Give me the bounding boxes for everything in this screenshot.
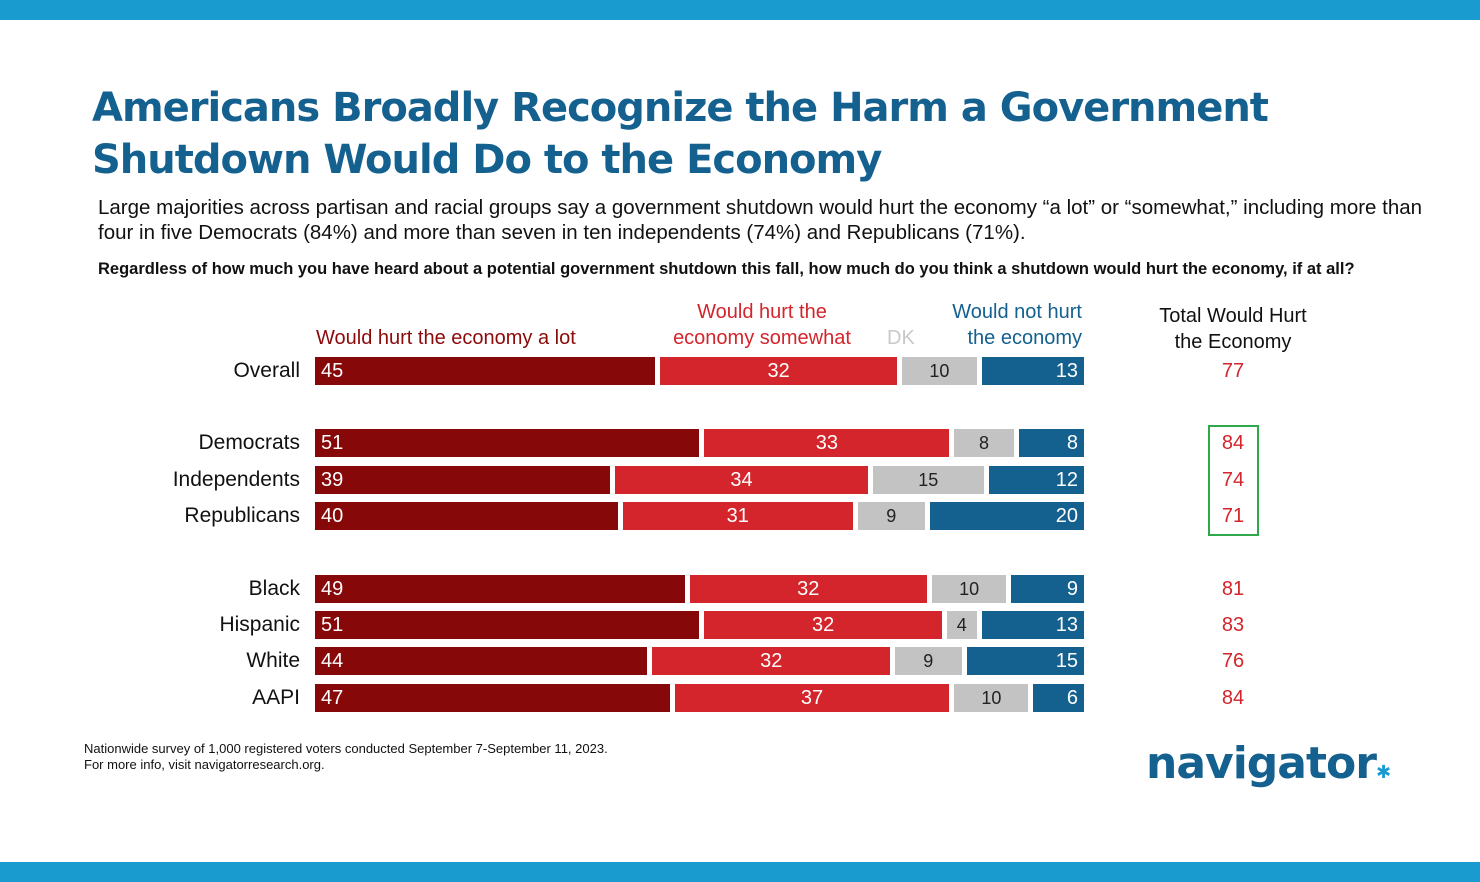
bar-row: AAPI 47 37 10 6 84 <box>0 684 1480 712</box>
footer-line1: Nationwide survey of 1,000 registered vo… <box>84 741 608 756</box>
bar-row: Democrats 51 33 8 8 84 <box>0 429 1480 457</box>
bar-segment-not: 12 <box>988 466 1084 494</box>
bar-segment-a-lot: 40 <box>315 502 618 530</box>
partisan-highlight-box <box>1208 425 1259 536</box>
bar-segment-a-lot: 44 <box>315 647 648 675</box>
bar-segment-somewhat: 32 <box>704 611 942 639</box>
bottom-band <box>0 862 1480 882</box>
total-value: 76 <box>1221 650 1245 672</box>
total-value: 83 <box>1221 614 1245 636</box>
category-label: Independents <box>172 468 300 491</box>
bar-row: White 44 32 9 15 76 <box>0 647 1480 675</box>
category-label: Democrats <box>198 431 300 454</box>
bar-segment-dk: 9 <box>894 647 962 675</box>
legend-somewhat: Would hurt the economy somewhat <box>662 299 862 351</box>
stacked-bar: 49 32 10 9 <box>315 575 1084 603</box>
legend-somewhat-line2: economy somewhat <box>673 327 851 349</box>
total-header: Total Would Hurt the Economy <box>1133 303 1333 355</box>
navigator-logo: navigator✱ <box>1146 738 1391 789</box>
stacked-bar: 45 32 10 13 <box>315 357 1084 385</box>
bar-segment-dk: 4 <box>946 611 977 639</box>
bar-segment-not: 13 <box>981 357 1084 385</box>
bar-segment-somewhat: 32 <box>652 647 890 675</box>
stacked-bar: 51 33 8 8 <box>315 429 1084 457</box>
legend-dk: DK <box>887 327 915 349</box>
bar-row: Independents 39 34 15 12 74 <box>0 466 1480 494</box>
bar-segment-dk: 10 <box>954 684 1029 712</box>
stacked-bar: 51 32 4 13 <box>315 611 1084 639</box>
stacked-bar: 44 32 9 15 <box>315 647 1084 675</box>
stacked-bar: 40 31 9 20 <box>315 502 1084 530</box>
footer-note: Nationwide survey of 1,000 registered vo… <box>84 741 608 773</box>
total-value: 81 <box>1221 578 1245 600</box>
bar-segment-not: 13 <box>981 611 1084 639</box>
stacked-bar: 39 34 15 12 <box>315 466 1084 494</box>
bar-row: Republicans 40 31 9 20 71 <box>0 502 1480 530</box>
category-label: Black <box>248 577 300 600</box>
bar-segment-dk: 10 <box>932 575 1007 603</box>
bar-segment-somewhat: 31 <box>622 502 853 530</box>
bar-segment-somewhat: 32 <box>659 357 898 385</box>
bar-row: Overall 45 32 10 13 77 <box>0 357 1480 385</box>
bar-segment-dk: 10 <box>902 357 977 385</box>
category-label: Republicans <box>184 504 300 527</box>
legend-not: Would not hurt the economy <box>920 299 1082 351</box>
total-value: 77 <box>1221 360 1245 382</box>
survey-question: Regardless of how much you have heard ab… <box>98 260 1355 278</box>
footer-line2: For more info, visit navigatorresearch.o… <box>84 757 325 772</box>
total-header-line2: the Economy <box>1174 331 1292 353</box>
bar-segment-somewhat: 33 <box>704 429 950 457</box>
stacked-bar: 47 37 10 6 <box>315 684 1084 712</box>
bar-segment-a-lot: 47 <box>315 684 670 712</box>
bar-segment-not: 9 <box>1011 575 1084 603</box>
category-label: Hispanic <box>219 613 300 636</box>
bar-segment-not: 6 <box>1033 684 1084 712</box>
bar-segment-a-lot: 49 <box>315 575 685 603</box>
total-value: 74 <box>1221 469 1245 491</box>
bar-segment-somewhat: 34 <box>615 466 868 494</box>
bar-segment-a-lot: 45 <box>315 357 655 385</box>
bar-segment-a-lot: 51 <box>315 429 700 457</box>
subtitle: Large majorities across partisan and rac… <box>98 196 1423 244</box>
bar-segment-a-lot: 51 <box>315 611 700 639</box>
bar-segment-somewhat: 37 <box>674 684 950 712</box>
bar-row: Hispanic 51 32 4 13 83 <box>0 611 1480 639</box>
bar-row: Black 49 32 10 9 81 <box>0 575 1480 603</box>
bar-segment-not: 20 <box>929 502 1084 530</box>
bar-segment-somewhat: 32 <box>689 575 928 603</box>
total-value: 84 <box>1221 687 1245 709</box>
legend-a-lot: Would hurt the economy a lot <box>316 327 576 349</box>
bar-segment-not: 8 <box>1018 429 1084 457</box>
bar-segment-dk: 9 <box>857 502 925 530</box>
legend-not-line2: the economy <box>967 327 1082 349</box>
bar-segment-dk: 8 <box>954 429 1014 457</box>
legend-not-line1: Would not hurt <box>952 301 1082 323</box>
category-label: Overall <box>233 359 300 382</box>
total-value: 71 <box>1221 505 1245 527</box>
logo-text: navigator <box>1146 738 1377 789</box>
bar-segment-dk: 15 <box>872 466 984 494</box>
page-title: Americans Broadly Recognize the Harm a G… <box>92 85 1269 183</box>
top-band <box>0 0 1480 20</box>
category-label: AAPI <box>252 686 300 709</box>
bar-segment-not: 15 <box>966 647 1084 675</box>
legend-somewhat-line1: Would hurt the <box>697 301 827 323</box>
bar-segment-a-lot: 39 <box>315 466 611 494</box>
total-header-line1: Total Would Hurt <box>1159 305 1307 327</box>
total-value: 84 <box>1221 432 1245 454</box>
category-label: White <box>246 649 300 672</box>
